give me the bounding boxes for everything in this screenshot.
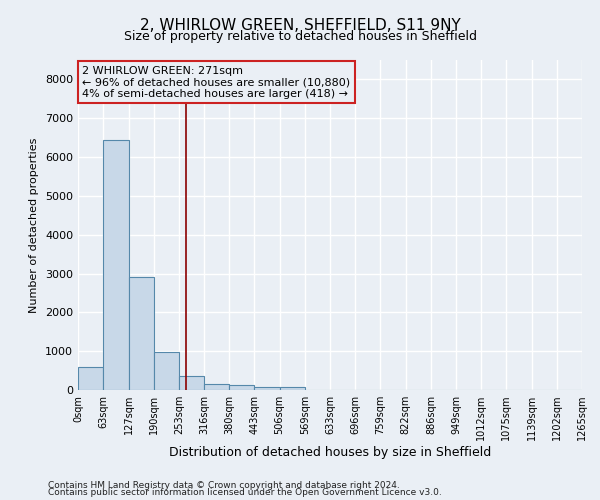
Bar (179, 376, 204, 390)
Bar (229, 386, 254, 390)
Bar (204, 384, 229, 390)
Bar (128, 276, 154, 390)
Bar (154, 352, 179, 390)
Text: Contains HM Land Registry data © Crown copyright and database right 2024.: Contains HM Land Registry data © Crown c… (48, 480, 400, 490)
Bar (78, 368, 103, 390)
X-axis label: Distribution of detached houses by size in Sheffield: Distribution of detached houses by size … (169, 446, 491, 459)
Bar (103, 140, 128, 390)
Bar (280, 388, 305, 390)
Text: Size of property relative to detached houses in Sheffield: Size of property relative to detached ho… (124, 30, 476, 43)
Bar (254, 386, 280, 390)
Text: Contains public sector information licensed under the Open Government Licence v3: Contains public sector information licen… (48, 488, 442, 497)
Y-axis label: Number of detached properties: Number of detached properties (29, 138, 40, 312)
Text: 2 WHIRLOW GREEN: 271sqm
← 96% of detached houses are smaller (10,880)
4% of semi: 2 WHIRLOW GREEN: 271sqm ← 96% of detache… (82, 66, 350, 99)
Text: 2, WHIRLOW GREEN, SHEFFIELD, S11 9NY: 2, WHIRLOW GREEN, SHEFFIELD, S11 9NY (140, 18, 460, 32)
